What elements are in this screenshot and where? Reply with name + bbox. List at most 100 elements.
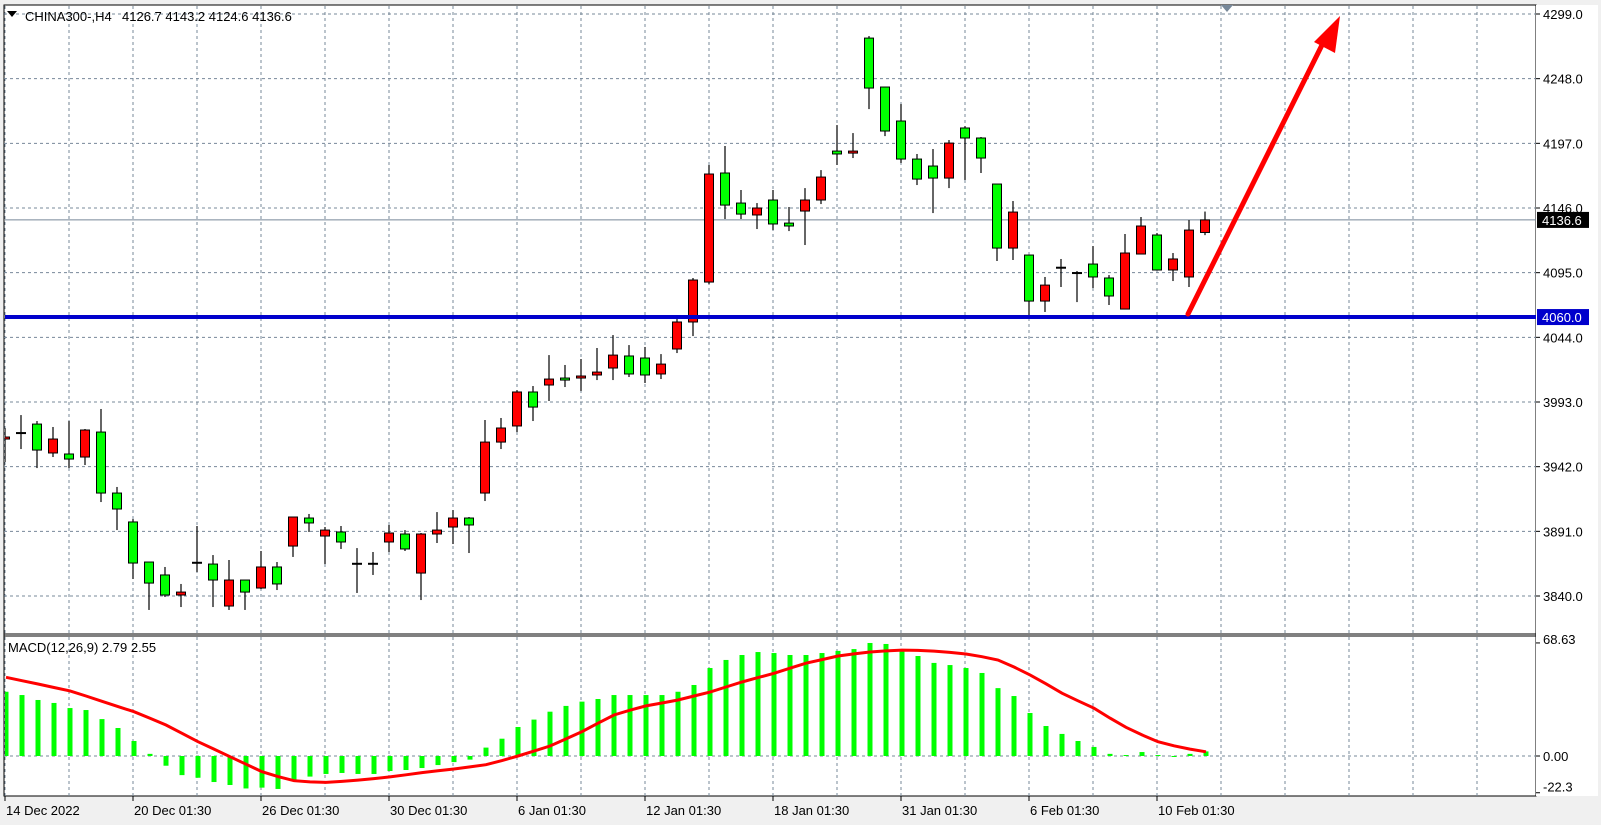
candle-body — [752, 207, 762, 216]
current-price-badge: 4136.6 — [1537, 211, 1589, 228]
candle-body — [656, 363, 666, 375]
macd-axis-label: -22.3 — [1543, 780, 1573, 795]
candle-body — [96, 431, 106, 494]
price-axis-label: 3891.0 — [1543, 524, 1583, 539]
candle-body — [912, 158, 922, 180]
candle-body — [800, 199, 810, 212]
time-axis-label: 18 Jan 01:30 — [774, 803, 849, 818]
candle — [752, 203, 762, 230]
time-axis-label: 6 Jan 01:30 — [518, 803, 586, 818]
price-axis-label: 4197.0 — [1543, 136, 1583, 151]
macd-histogram-bar — [211, 756, 217, 783]
macd-histogram-bar — [803, 655, 809, 756]
candle-body — [416, 533, 426, 574]
support-price-badge: 4060.0 — [1537, 309, 1589, 326]
macd-histogram-bar — [611, 695, 617, 756]
candle-body — [1024, 254, 1034, 302]
macd-title: MACD(12,26,9) 2.79 2.55 — [8, 640, 156, 655]
macd-histogram-bar — [883, 643, 889, 756]
candle — [1136, 217, 1146, 255]
candle-body — [864, 37, 874, 89]
candle — [992, 183, 1002, 262]
candle — [544, 355, 554, 401]
candle-body — [512, 391, 522, 427]
macd-histogram-bar — [515, 727, 521, 756]
candle-body — [336, 531, 346, 543]
macd-histogram-bar — [1139, 752, 1145, 756]
candle — [1088, 246, 1098, 289]
candle-body — [256, 566, 266, 589]
macd-histogram-bar — [563, 705, 569, 756]
candle-body — [1136, 225, 1146, 255]
candle — [64, 421, 74, 469]
macd-histogram-bar — [691, 684, 697, 756]
macd-histogram-bar — [1075, 741, 1081, 756]
candle-body — [784, 222, 794, 227]
chart-shift-marker-icon[interactable] — [1221, 5, 1233, 12]
trend-arrow-head-icon[interactable] — [1314, 16, 1340, 53]
macd-histogram-bar — [5, 691, 9, 756]
candle — [912, 153, 922, 186]
candle — [80, 429, 90, 466]
macd-histogram-bar — [243, 756, 249, 789]
macd-histogram-bar — [595, 698, 601, 756]
candle — [480, 420, 490, 502]
macd-histogram-bar — [995, 688, 1001, 756]
candle — [144, 561, 154, 610]
candle-body — [1120, 252, 1130, 310]
macd-histogram-bar — [1155, 755, 1161, 757]
price-pane[interactable] — [1, 16, 1537, 610]
candle — [400, 530, 410, 551]
macd-histogram-bar — [291, 756, 297, 781]
price-axis[interactable] — [1536, 5, 1598, 796]
candle-body — [944, 142, 954, 179]
candle-body — [464, 517, 474, 526]
price-axis-label: 4044.0 — [1543, 330, 1583, 345]
macd-histogram-bar — [115, 727, 121, 756]
candle-body — [48, 438, 58, 454]
candle-body — [496, 427, 506, 443]
candle — [704, 165, 714, 285]
dropdown-triangle-icon[interactable] — [7, 11, 17, 17]
candle-body — [544, 378, 554, 386]
macd-histogram-bar — [467, 756, 473, 760]
candle — [928, 149, 938, 214]
candle-body — [272, 566, 282, 585]
candle-body — [1152, 234, 1162, 271]
macd-pane[interactable] — [4, 642, 1209, 789]
candle-body — [768, 199, 778, 225]
candle — [240, 579, 250, 610]
macd-histogram-bar — [819, 653, 825, 756]
grid — [4, 6, 1536, 796]
price-axis-label: 3840.0 — [1543, 589, 1583, 604]
macd-histogram-bar — [67, 708, 73, 756]
macd-histogram-bar — [435, 756, 441, 766]
candle-body — [128, 521, 138, 564]
candle — [256, 550, 266, 590]
current-price-label: 4136.6 — [1542, 213, 1582, 228]
macd-histogram-bar — [1187, 753, 1193, 756]
macd-histogram-bar — [659, 695, 665, 756]
macd-histogram-bar — [1091, 746, 1097, 756]
candle-body — [832, 150, 842, 155]
candle-body — [32, 423, 42, 451]
time-axis-label: 6 Feb 01:30 — [1030, 803, 1099, 818]
candle — [96, 408, 106, 503]
candle — [496, 417, 506, 450]
support-price-label: 4060.0 — [1542, 310, 1582, 325]
candle-body — [480, 441, 490, 494]
candle — [48, 426, 58, 458]
candle-body — [688, 279, 698, 323]
macd-histogram-bar — [547, 711, 553, 756]
trend-arrow-shaft[interactable] — [1185, 42, 1325, 317]
macd-histogram-bar — [947, 665, 953, 756]
candle — [304, 513, 314, 532]
candle — [384, 525, 394, 553]
candle-body — [176, 591, 186, 596]
candle — [128, 519, 138, 580]
candle-body — [976, 137, 986, 159]
macd-histogram-bar — [307, 756, 313, 777]
chart-area[interactable] — [3, 4, 1537, 797]
candle-body — [720, 172, 730, 206]
